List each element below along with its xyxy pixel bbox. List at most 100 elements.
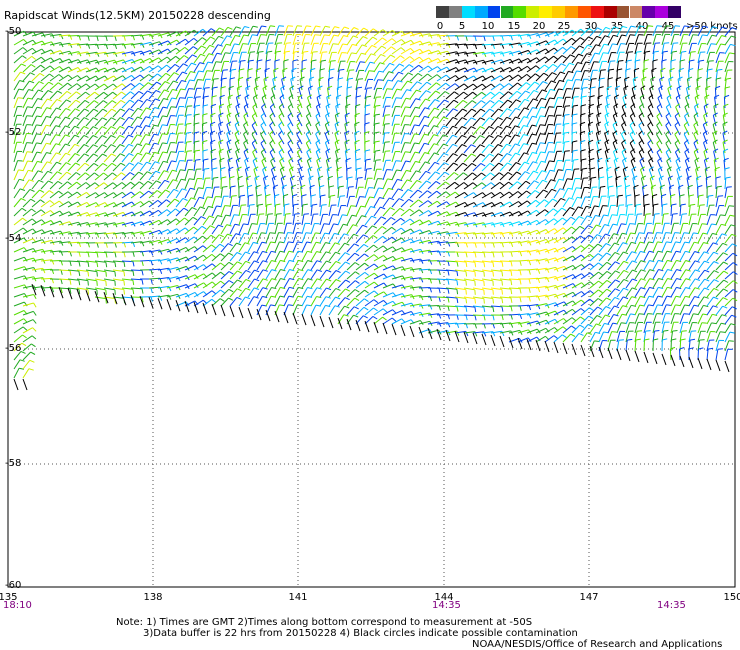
swath-edge-barb: [166, 299, 172, 311]
wind-barb-feather: [315, 130, 320, 135]
wind-barb: [472, 232, 484, 235]
wind-barb: [112, 287, 124, 290]
wind-barb: [625, 205, 628, 217]
wind-barb-feather: [234, 130, 240, 135]
wind-barb-feather: [29, 188, 35, 192]
wind-barb: [639, 160, 645, 172]
wind-barb-feather: [271, 278, 277, 281]
wind-barb-feather: [645, 50, 651, 53]
wind-barb: [391, 160, 397, 172]
wind-barb: [283, 269, 290, 280]
wind-barb: [418, 65, 429, 73]
legend-swatch: [642, 6, 656, 18]
wind-barb-feather: [227, 103, 233, 107]
wind-barb: [647, 106, 654, 118]
wind-barb-feather: [121, 182, 127, 186]
wind-barb-feather: [316, 269, 322, 272]
wind-barb-feather: [212, 167, 218, 170]
wind-barb: [607, 186, 610, 199]
wind-barb: [202, 272, 213, 280]
wind-barb: [535, 294, 547, 298]
wind-barb: [130, 221, 142, 226]
wind-barb-feather: [602, 52, 609, 54]
wind-barb-feather: [420, 303, 424, 309]
wind-barb: [112, 83, 123, 91]
wind-barb-feather: [470, 144, 476, 148]
wind-barb: [382, 188, 389, 199]
wind-barb-feather: [23, 318, 28, 323]
wind-barb: [67, 91, 77, 100]
wind-barb: [634, 331, 638, 343]
wind-barb: [526, 41, 538, 46]
swath-edge-barb: [40, 285, 46, 297]
wind-barb: [632, 79, 636, 91]
wind-barb-feather: [280, 175, 286, 179]
wind-barb: [103, 117, 112, 127]
wind-barb-feather: [607, 176, 613, 179]
wind-barb: [544, 335, 555, 343]
wind-barb-feather: [598, 262, 603, 267]
wind-barb: [445, 221, 457, 226]
wind-barb-feather: [45, 124, 52, 127]
wind-barb: [193, 79, 199, 91]
wind-barb: [647, 134, 654, 145]
wind-barb: [112, 91, 122, 100]
wind-barb-feather: [299, 175, 305, 179]
wind-barb-feather: [270, 304, 276, 307]
wind-barb-feather: [237, 270, 243, 274]
wind-barb: [67, 153, 76, 163]
wind-barb: [211, 289, 221, 298]
wind-barb: [634, 287, 642, 298]
wind-barb-feather: [645, 330, 651, 332]
wind-barb-feather: [334, 121, 340, 125]
wind-barb: [247, 214, 252, 226]
wind-barb: [269, 134, 276, 145]
wind-barb: [562, 71, 569, 82]
wind-barb: [112, 117, 121, 127]
wind-barb-feather: [69, 279, 72, 285]
wind-barb-feather: [532, 161, 538, 164]
wind-barb-feather: [398, 71, 404, 75]
wind-barb-feather: [174, 63, 180, 68]
wind-barb: [175, 55, 185, 64]
wind-barb-feather: [569, 207, 575, 210]
wind-barb-feather: [56, 152, 62, 155]
wind-barb: [391, 217, 402, 226]
wind-barb: [261, 106, 267, 118]
wind-barb-feather: [334, 26, 340, 29]
wind-barb-feather: [225, 43, 232, 46]
wind-barb: [643, 43, 647, 55]
wind-barb-feather: [589, 263, 595, 268]
wind-barb-feather: [586, 53, 592, 56]
wind-barb: [418, 200, 429, 208]
wind-barb-feather: [298, 259, 304, 263]
wind-barb: [382, 88, 388, 100]
wind-barb-feather: [456, 289, 459, 295]
wind-barb: [246, 186, 249, 199]
wind-barb: [463, 67, 475, 73]
wind-barb: [409, 180, 418, 190]
wind-barb: [562, 291, 574, 298]
wind-barb-feather: [173, 72, 179, 76]
wind-barb-feather: [474, 35, 477, 42]
wind-barb-feather: [604, 322, 610, 326]
wind-barb-feather: [658, 269, 664, 272]
wind-barb-feather: [352, 224, 358, 227]
wind-barb-feather: [443, 107, 449, 111]
wind-barb: [373, 54, 382, 64]
wind-barb-feather: [270, 157, 275, 162]
wind-barb: [614, 88, 618, 100]
wind-barb-feather: [480, 117, 486, 121]
wind-barb: [589, 52, 596, 64]
wind-barb-feather: [675, 94, 681, 99]
wind-barb: [409, 73, 419, 82]
wind-barb-feather: [112, 182, 118, 187]
wind-barb: [157, 106, 164, 118]
wind-barb-feather: [382, 245, 388, 250]
wind-barb-feather: [666, 94, 672, 99]
wind-barb: [678, 69, 681, 82]
wind-barb-feather: [121, 172, 126, 176]
wind-barb: [49, 143, 57, 154]
wind-barb-feather: [640, 250, 646, 254]
wind-barb: [382, 236, 393, 244]
